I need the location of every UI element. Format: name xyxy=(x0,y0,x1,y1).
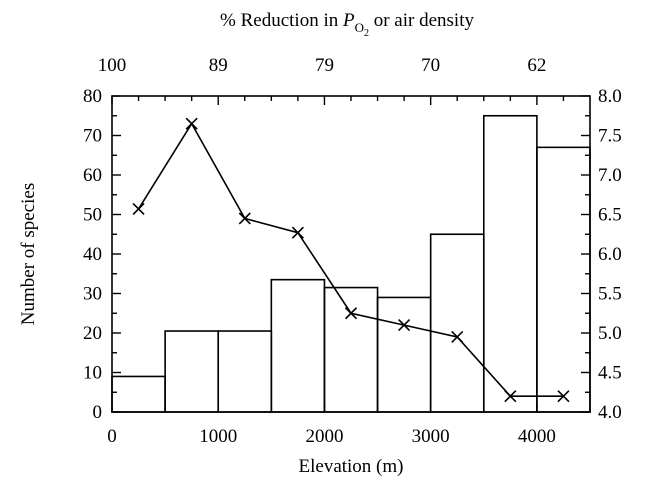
x-marker-stroke xyxy=(185,117,198,130)
y-left-tick-label: 20 xyxy=(83,323,102,344)
plot-frame xyxy=(111,95,591,413)
x-marker xyxy=(185,117,198,130)
x-marker-stroke xyxy=(504,390,517,403)
x-tick-label: 2000 xyxy=(305,426,343,447)
line-series xyxy=(132,117,570,403)
top-title-part: or air density xyxy=(369,10,475,31)
y-right-tick-label: 6.0 xyxy=(598,244,622,265)
top-tick-label: 100 xyxy=(98,55,127,76)
x-marker-stroke xyxy=(557,390,570,403)
x-marker xyxy=(238,212,251,225)
x-tick-label: 0 xyxy=(107,426,117,447)
series-line xyxy=(137,122,564,398)
y-left-tick-label: 0 xyxy=(93,402,103,423)
histogram-bars xyxy=(111,114,591,413)
y-right-tick-label: 6.5 xyxy=(598,205,622,226)
x-marker-stroke xyxy=(451,330,464,344)
y-right-tick-label: 4.5 xyxy=(598,363,622,384)
histogram-bar xyxy=(164,330,220,413)
y-left-tick-label: 30 xyxy=(83,284,102,305)
y-right-tick-label: 7.0 xyxy=(598,165,622,186)
x-marker xyxy=(557,390,570,403)
top-tick-label: 79 xyxy=(315,55,334,76)
x-marker xyxy=(344,307,358,320)
y-left-tick-label: 40 xyxy=(83,244,102,265)
y-left-tick-label: 80 xyxy=(83,86,102,107)
axis-ticks xyxy=(111,95,590,413)
y-right-tick-label: 5.0 xyxy=(598,323,622,344)
top-title-part: % Reduction in xyxy=(220,10,343,31)
histogram-bar xyxy=(270,278,326,413)
histogram-bar xyxy=(429,233,485,413)
y-left-tick-label: 70 xyxy=(83,126,102,147)
x-marker-stroke xyxy=(291,226,304,239)
x-marker xyxy=(132,202,145,216)
x-axis-label: Elevation (m) xyxy=(299,456,404,477)
x-marker-stroke xyxy=(398,319,411,332)
y-right-tick-label: 7.5 xyxy=(598,126,622,147)
y-left-tick-label: 10 xyxy=(83,363,102,384)
top-tick-label: 89 xyxy=(209,55,228,76)
histogram-bar xyxy=(217,330,273,413)
y-right-tick-label: 4.0 xyxy=(598,402,622,423)
y-left-tick-label: 60 xyxy=(83,165,102,186)
tick-labels: 0 1000 2000 3000 4000 100 89 79 70 62 0 10 20 30 40 50 6… xyxy=(83,55,622,447)
x-marker xyxy=(398,319,411,332)
x-marker-stroke xyxy=(132,202,145,216)
x-marker xyxy=(291,226,304,239)
histogram-bar xyxy=(323,286,379,413)
x-tick-label: 1000 xyxy=(199,426,237,447)
top-tick-label: 70 xyxy=(421,55,440,76)
top-tick-label: 62 xyxy=(527,55,546,76)
top-title-symbol: P xyxy=(342,10,355,31)
y-left-tick-label: 50 xyxy=(83,205,102,226)
top-title-subscript: O xyxy=(355,20,364,35)
top-title-text: % Reduction in PO2 or air density xyxy=(220,10,474,39)
histogram-bar xyxy=(482,114,538,413)
histogram-bar xyxy=(376,296,432,413)
x-marker xyxy=(504,390,517,403)
y-right-tick-label: 8.0 xyxy=(598,86,622,107)
top-axis-title: % Reduction in PO2 or air density xyxy=(220,10,474,39)
x-tick-label: 4000 xyxy=(518,426,556,447)
x-marker-stroke xyxy=(238,212,251,225)
x-tick-label: 3000 xyxy=(412,426,450,447)
x-marker xyxy=(451,330,464,344)
y-axis-label: Number of species xyxy=(18,183,39,325)
top-title-subsubscript: 2 xyxy=(364,28,369,39)
x-marker-stroke xyxy=(344,307,358,320)
histogram-bar xyxy=(111,375,166,413)
y-right-tick-label: 5.5 xyxy=(598,284,622,305)
